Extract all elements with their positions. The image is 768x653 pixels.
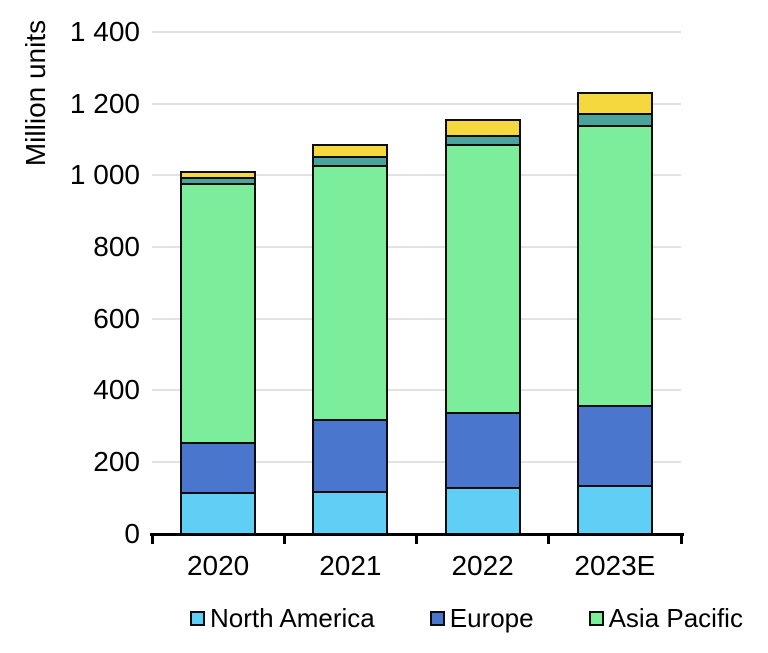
legend-label: Asia Pacific — [608, 603, 743, 633]
y-tick-label: 1 400 — [69, 16, 140, 48]
bar-segment-2020-unlabeled-yellow — [180, 171, 257, 179]
gridline — [152, 389, 681, 392]
legend-item-asia-pacific: Asia Pacific — [588, 603, 743, 634]
y-tick-label: 1 000 — [69, 159, 140, 191]
y-tick-label: 600 — [93, 302, 140, 334]
legend-marker-icon — [190, 611, 205, 626]
x-tick-label: 2021 — [319, 550, 382, 581]
gridline — [152, 317, 681, 320]
gridline — [152, 31, 681, 34]
bar-segment-2022-asia-pacific — [444, 144, 521, 414]
bar-segment-2021-north-america — [312, 490, 389, 536]
gridline — [152, 245, 681, 248]
legend: North America Europe Asia Pacific — [190, 603, 743, 634]
x-tick-label: 2023E — [574, 550, 656, 581]
legend-marker-icon — [429, 611, 445, 626]
x-tick-label: 2022 — [451, 550, 514, 581]
bar-segment-2021-asia-pacific — [312, 164, 389, 421]
legend-item-europe: Europe — [429, 603, 534, 634]
bar-segment-2020-asia-pacific — [180, 182, 257, 444]
y-tick-label: 1 200 — [69, 87, 140, 119]
y-tick-label: 0 — [124, 517, 140, 549]
bar-segment-2023E-unlabeled-teal — [576, 113, 653, 127]
x-axis-tick — [415, 533, 418, 544]
legend-label: Europe — [449, 603, 534, 633]
legend-marker-icon — [588, 611, 604, 626]
legend-item-north-america: North America — [190, 603, 375, 634]
x-tick-label: 2020 — [186, 550, 250, 581]
x-axis-tick — [150, 533, 154, 544]
bar-segment-2023E-north-america — [576, 484, 653, 536]
bar-segment-2023E-europe — [576, 404, 653, 487]
bar-segment-2020-europe — [180, 441, 257, 494]
y-tick-label: 200 — [93, 445, 140, 477]
x-axis-tick — [282, 533, 286, 544]
y-tick-label: 400 — [93, 374, 140, 406]
bar-segment-2023E-unlabeled-yellow — [576, 92, 653, 116]
bar-segment-2021-unlabeled-yellow — [312, 143, 389, 158]
legend-label: North America — [210, 603, 375, 633]
bar-segment-2022-unlabeled-yellow — [444, 118, 521, 137]
x-axis-tick — [679, 533, 683, 544]
x-axis-tick — [547, 533, 551, 544]
y-tick-label: 800 — [93, 230, 140, 262]
gridline — [152, 174, 681, 177]
bar-segment-2022-north-america — [444, 486, 521, 536]
bar-segment-2020-north-america — [180, 491, 257, 536]
bar-segment-2023E-asia-pacific — [576, 124, 653, 407]
bar-segment-2021-europe — [312, 418, 389, 493]
bar-segment-2022-europe — [444, 411, 521, 489]
gridline — [152, 460, 681, 463]
gridline — [152, 102, 681, 105]
